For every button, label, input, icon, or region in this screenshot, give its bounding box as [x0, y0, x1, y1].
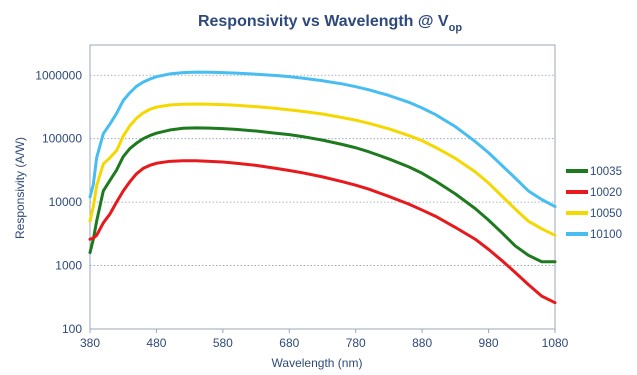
legend-label-10020: 10020 [590, 187, 622, 199]
legend-label-10035: 10035 [590, 166, 622, 178]
x-axis-label: Wavelength (nm) [272, 356, 363, 370]
plot-area [89, 44, 556, 330]
chart-title-subscript: op [449, 22, 463, 34]
legend-label-10100: 10100 [590, 229, 622, 241]
y-tick-label: 100 [62, 322, 82, 336]
x-tick-label: 1080 [542, 336, 569, 350]
y-tick-label: 10000 [49, 195, 83, 209]
series-line-10020 [88, 159, 557, 305]
x-tick-label: 780 [346, 336, 366, 350]
legend-label-10050: 10050 [590, 208, 622, 220]
series-line-10050 [88, 102, 557, 237]
y-tick-label: 1000000 [35, 68, 82, 82]
chart-title-main: Responsivity vs Wavelength @ V [198, 13, 449, 30]
legend: 10035 10020 10050 10100 [566, 166, 622, 241]
y-tick-label: 100000 [42, 132, 82, 146]
series-lines [88, 70, 557, 305]
x-tick-label: 580 [213, 336, 233, 350]
x-tick-label: 980 [479, 336, 499, 350]
series-line-10100 [88, 70, 557, 209]
x-tick-label: 880 [412, 336, 432, 350]
y-tick-label: 1000 [55, 259, 82, 273]
x-tick-label: 680 [279, 336, 299, 350]
series-line-10035 [88, 126, 557, 264]
axis-ticks: 100 1000 10000 100000 1000000 380 480 580 680 780… [35, 68, 568, 350]
x-tick-label: 380 [80, 336, 100, 350]
chart-title: Responsivity vs Wavelength @ Vop [198, 13, 462, 34]
y-axis-label: Responsivity (A/W) [13, 137, 27, 239]
x-tick-label: 480 [146, 336, 166, 350]
